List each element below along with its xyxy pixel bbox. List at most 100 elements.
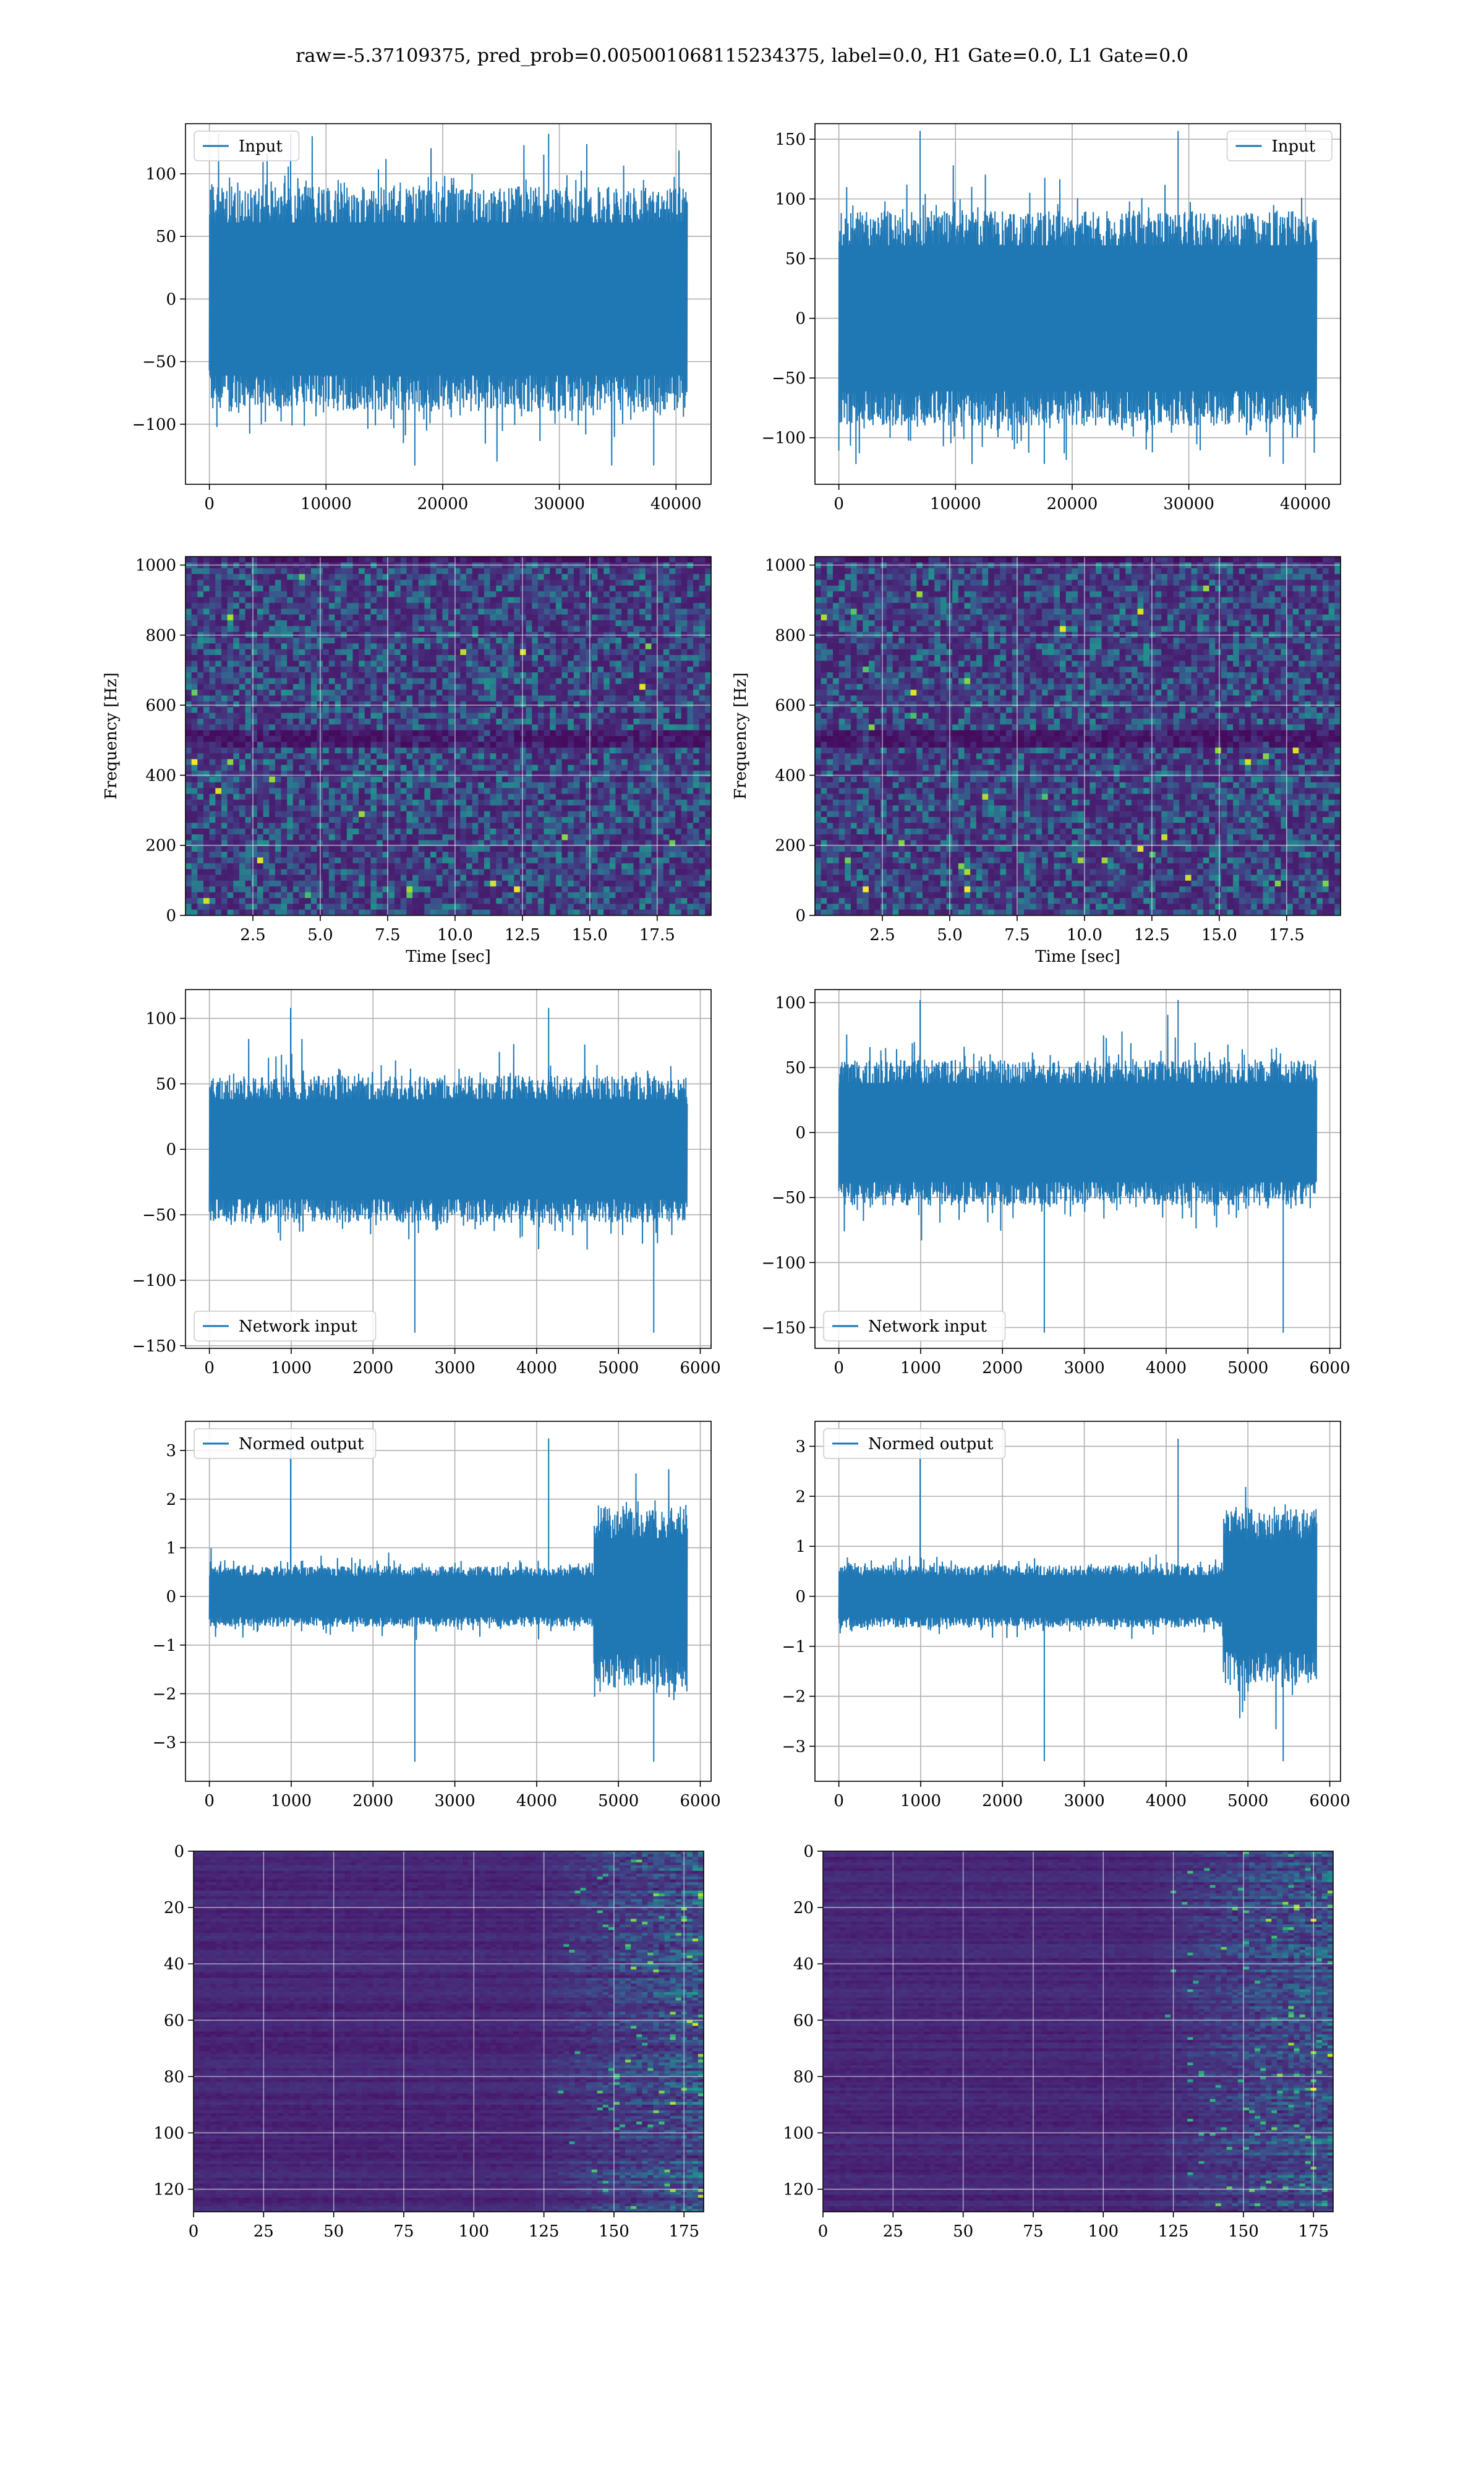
normed-output-h1-ytick-label: −3 xyxy=(153,1734,176,1752)
input-h1-legend: Input xyxy=(194,131,300,161)
network-input-h1-ytick-label: 100 xyxy=(145,1010,176,1029)
spectrogram-l1-xtick-label: 2.5 xyxy=(869,926,895,944)
network-input-l1-xtick-label: 2000 xyxy=(982,1359,1023,1377)
network-input-h1-xtick-label: 0 xyxy=(204,1359,215,1377)
input-h1-legend-label: Input xyxy=(239,137,283,156)
normed-output-l1-xtick-label: 2000 xyxy=(982,1792,1023,1810)
feature-map-h1-xtick-label: 175 xyxy=(668,2222,699,2241)
network-input-h1-xtick-label: 4000 xyxy=(516,1359,557,1377)
normed-output-h1-ytick-label: −2 xyxy=(153,1685,176,1703)
input-l1-legend-label: Input xyxy=(1272,137,1316,156)
input-l1-ytick-label: 0 xyxy=(795,310,806,328)
spectrogram-h1-xtick-label: 17.5 xyxy=(639,926,675,944)
feature-map-l1-axes: 0 25 50 75 100 125 150 175 0 20 40 60 80 100 120 xyxy=(783,1843,1334,2241)
input-h1-xtick-label: 20000 xyxy=(417,495,469,513)
feature-map-l1-frame xyxy=(822,1851,1334,2212)
spectrogram-h1-ytick-label: 800 xyxy=(145,627,176,645)
feature-map-h1-ytick-label: 0 xyxy=(174,1843,184,1861)
feature-map-l1-ytick-label: 100 xyxy=(783,2124,814,2142)
feature-map-l1-xtick-label: 125 xyxy=(1158,2222,1189,2241)
network-input-l1-xtick-label: 4000 xyxy=(1146,1359,1187,1377)
normed-output-h1-legend: Normed output xyxy=(194,1428,377,1459)
feature-map-l1-xtick-label: 100 xyxy=(1088,2222,1119,2241)
normed-output-h1-burst-core xyxy=(594,1538,688,1655)
normed-output-h1-xtick-label: 6000 xyxy=(680,1792,720,1810)
feature-map-h1-axes: 0 25 50 75 100 125 150 175 0 20 40 60 80 100 120 xyxy=(153,1843,704,2241)
normed-output-h1-xtick-label: 2000 xyxy=(352,1792,393,1810)
spectrogram-h1-xtick-label: 5.0 xyxy=(307,926,333,944)
network-input-h1-legend: Network input xyxy=(194,1311,377,1342)
normed-output-h1-ytick-label: 2 xyxy=(166,1491,176,1509)
normed-output-l1-ytick-label: 2 xyxy=(795,1487,806,1506)
feature-map-l1-ytick-label: 120 xyxy=(783,2181,814,2199)
spectrogram-l1-xtick-label: 15.0 xyxy=(1201,926,1237,944)
network-input-l1-frame xyxy=(814,989,1341,1349)
spectrogram-l1-xtick-label: 5.0 xyxy=(937,926,962,944)
network-input-l1-xtick-label: 6000 xyxy=(1309,1359,1350,1377)
network-input-h1-ytick-label: −150 xyxy=(132,1337,176,1356)
normed-output-l1-xtick-label: 3000 xyxy=(1064,1792,1104,1810)
input-l1-xtick-label: 20000 xyxy=(1047,495,1098,513)
input-h1-ytick-label: −50 xyxy=(142,353,176,372)
network-input-h1-frame xyxy=(185,989,712,1349)
feature-map-l1-ytick-label: 20 xyxy=(793,1899,814,1917)
feature-map-h1-frame xyxy=(193,1851,704,2212)
normed-output-h1-ytick-label: 0 xyxy=(166,1588,176,1606)
normed-output-h1-frame xyxy=(185,1421,712,1782)
input-l1-axes: 0 10000 20000 30000 40000 −100 −50 0 50 100 150 Inp… xyxy=(762,123,1341,513)
normed-output-h1-xtick-label: 0 xyxy=(204,1792,215,1810)
spectrogram-l1-axes: 2.5 5.0 7.5 10.0 12.5 15.0 17.5 0 200 400 600 800 10… xyxy=(731,556,1341,966)
network-input-h1-ytick-label: −50 xyxy=(142,1206,176,1225)
feature-map-l1-xtick-label: 25 xyxy=(883,2222,903,2241)
network-input-h1-axes: 0 1000 2000 3000 4000 5000 6000 −150 −100 −50 0 50 1… xyxy=(132,989,721,1377)
spectrogram-h1-xlabel: Time [sec] xyxy=(406,948,491,966)
normed-output-h1-xtick-label: 4000 xyxy=(516,1792,557,1810)
spectrogram-l1-xtick-label: 12.5 xyxy=(1134,926,1170,944)
normed-output-l1-xtick-label: 5000 xyxy=(1227,1792,1268,1810)
spectrogram-l1-xlabel: Time [sec] xyxy=(1035,948,1120,966)
normed-output-l1-ytick-label: −3 xyxy=(782,1737,806,1756)
normed-output-h1-axes: 0 1000 2000 3000 4000 5000 6000 −3 −2 −1 0 1 2 3 Norme… xyxy=(153,1421,721,1810)
network-input-h1-ytick-label: 50 xyxy=(156,1075,176,1094)
input-l1-ytick-label: −100 xyxy=(762,429,806,448)
normed-output-l1-ytick-label: 0 xyxy=(795,1588,806,1606)
input-l1-ytick-label: 50 xyxy=(785,250,806,268)
normed-output-h1-xtick-label: 3000 xyxy=(434,1792,475,1810)
feature-map-l1-xtick-label: 175 xyxy=(1298,2222,1329,2241)
normed-output-l1-ytick-label: −2 xyxy=(782,1688,806,1706)
network-input-l1-ytick-label: −100 xyxy=(762,1254,806,1272)
normed-output-h1-signal-core xyxy=(209,1575,594,1617)
network-input-l1-ytick-label: 50 xyxy=(785,1059,806,1077)
spectrogram-h1-ylabel: Frequency [Hz] xyxy=(102,672,121,800)
feature-map-l1-ytick-label: 40 xyxy=(793,1955,814,1974)
feature-map-l1-xtick-label: 0 xyxy=(818,2222,829,2241)
feature-map-h1-ytick-label: 120 xyxy=(153,2181,184,2199)
spectrogram-l1-xtick-label: 7.5 xyxy=(1004,926,1030,944)
feature-map-h1-xtick-label: 75 xyxy=(393,2222,414,2241)
network-input-h1-xtick-label: 2000 xyxy=(352,1359,393,1377)
spectrogram-l1-heatmap xyxy=(815,557,1341,915)
input-h1-ytick-label: 50 xyxy=(156,228,176,246)
input-h1-signal-core xyxy=(209,222,688,376)
network-input-h1-xtick-label: 3000 xyxy=(434,1359,475,1377)
input-l1-ytick-label: −50 xyxy=(772,369,806,388)
input-l1-legend: Input xyxy=(1226,131,1333,161)
spectrogram-h1-ytick-label: 400 xyxy=(145,766,176,785)
input-l1-signal-core xyxy=(838,245,1317,392)
input-l1-xtick-label: 40000 xyxy=(1280,495,1331,513)
spectrogram-h1-frame xyxy=(185,556,712,916)
network-input-l1-axes: 0 1000 2000 3000 4000 5000 6000 −150 −100 −50 0 50 1… xyxy=(762,989,1350,1377)
feature-map-l1-xtick-label: 150 xyxy=(1228,2222,1259,2241)
normed-output-l1-frame xyxy=(814,1421,1341,1782)
network-input-h1-xtick-label: 5000 xyxy=(598,1359,639,1377)
feature-map-l1-ytick-label: 60 xyxy=(793,2011,814,2030)
spectrogram-h1-xtick-label: 15.0 xyxy=(572,926,608,944)
spectrogram-l1-xtick-label: 17.5 xyxy=(1269,926,1305,944)
input-h1-xtick-label: 10000 xyxy=(301,495,352,513)
network-input-l1-xtick-label: 3000 xyxy=(1064,1359,1104,1377)
input-l1-xtick-label: 0 xyxy=(834,495,844,513)
spectrogram-h1-ytick-label: 600 xyxy=(145,696,176,715)
feature-map-l1-xtick-label: 75 xyxy=(1023,2222,1043,2241)
spectrogram-h1-heatmap xyxy=(186,557,711,915)
